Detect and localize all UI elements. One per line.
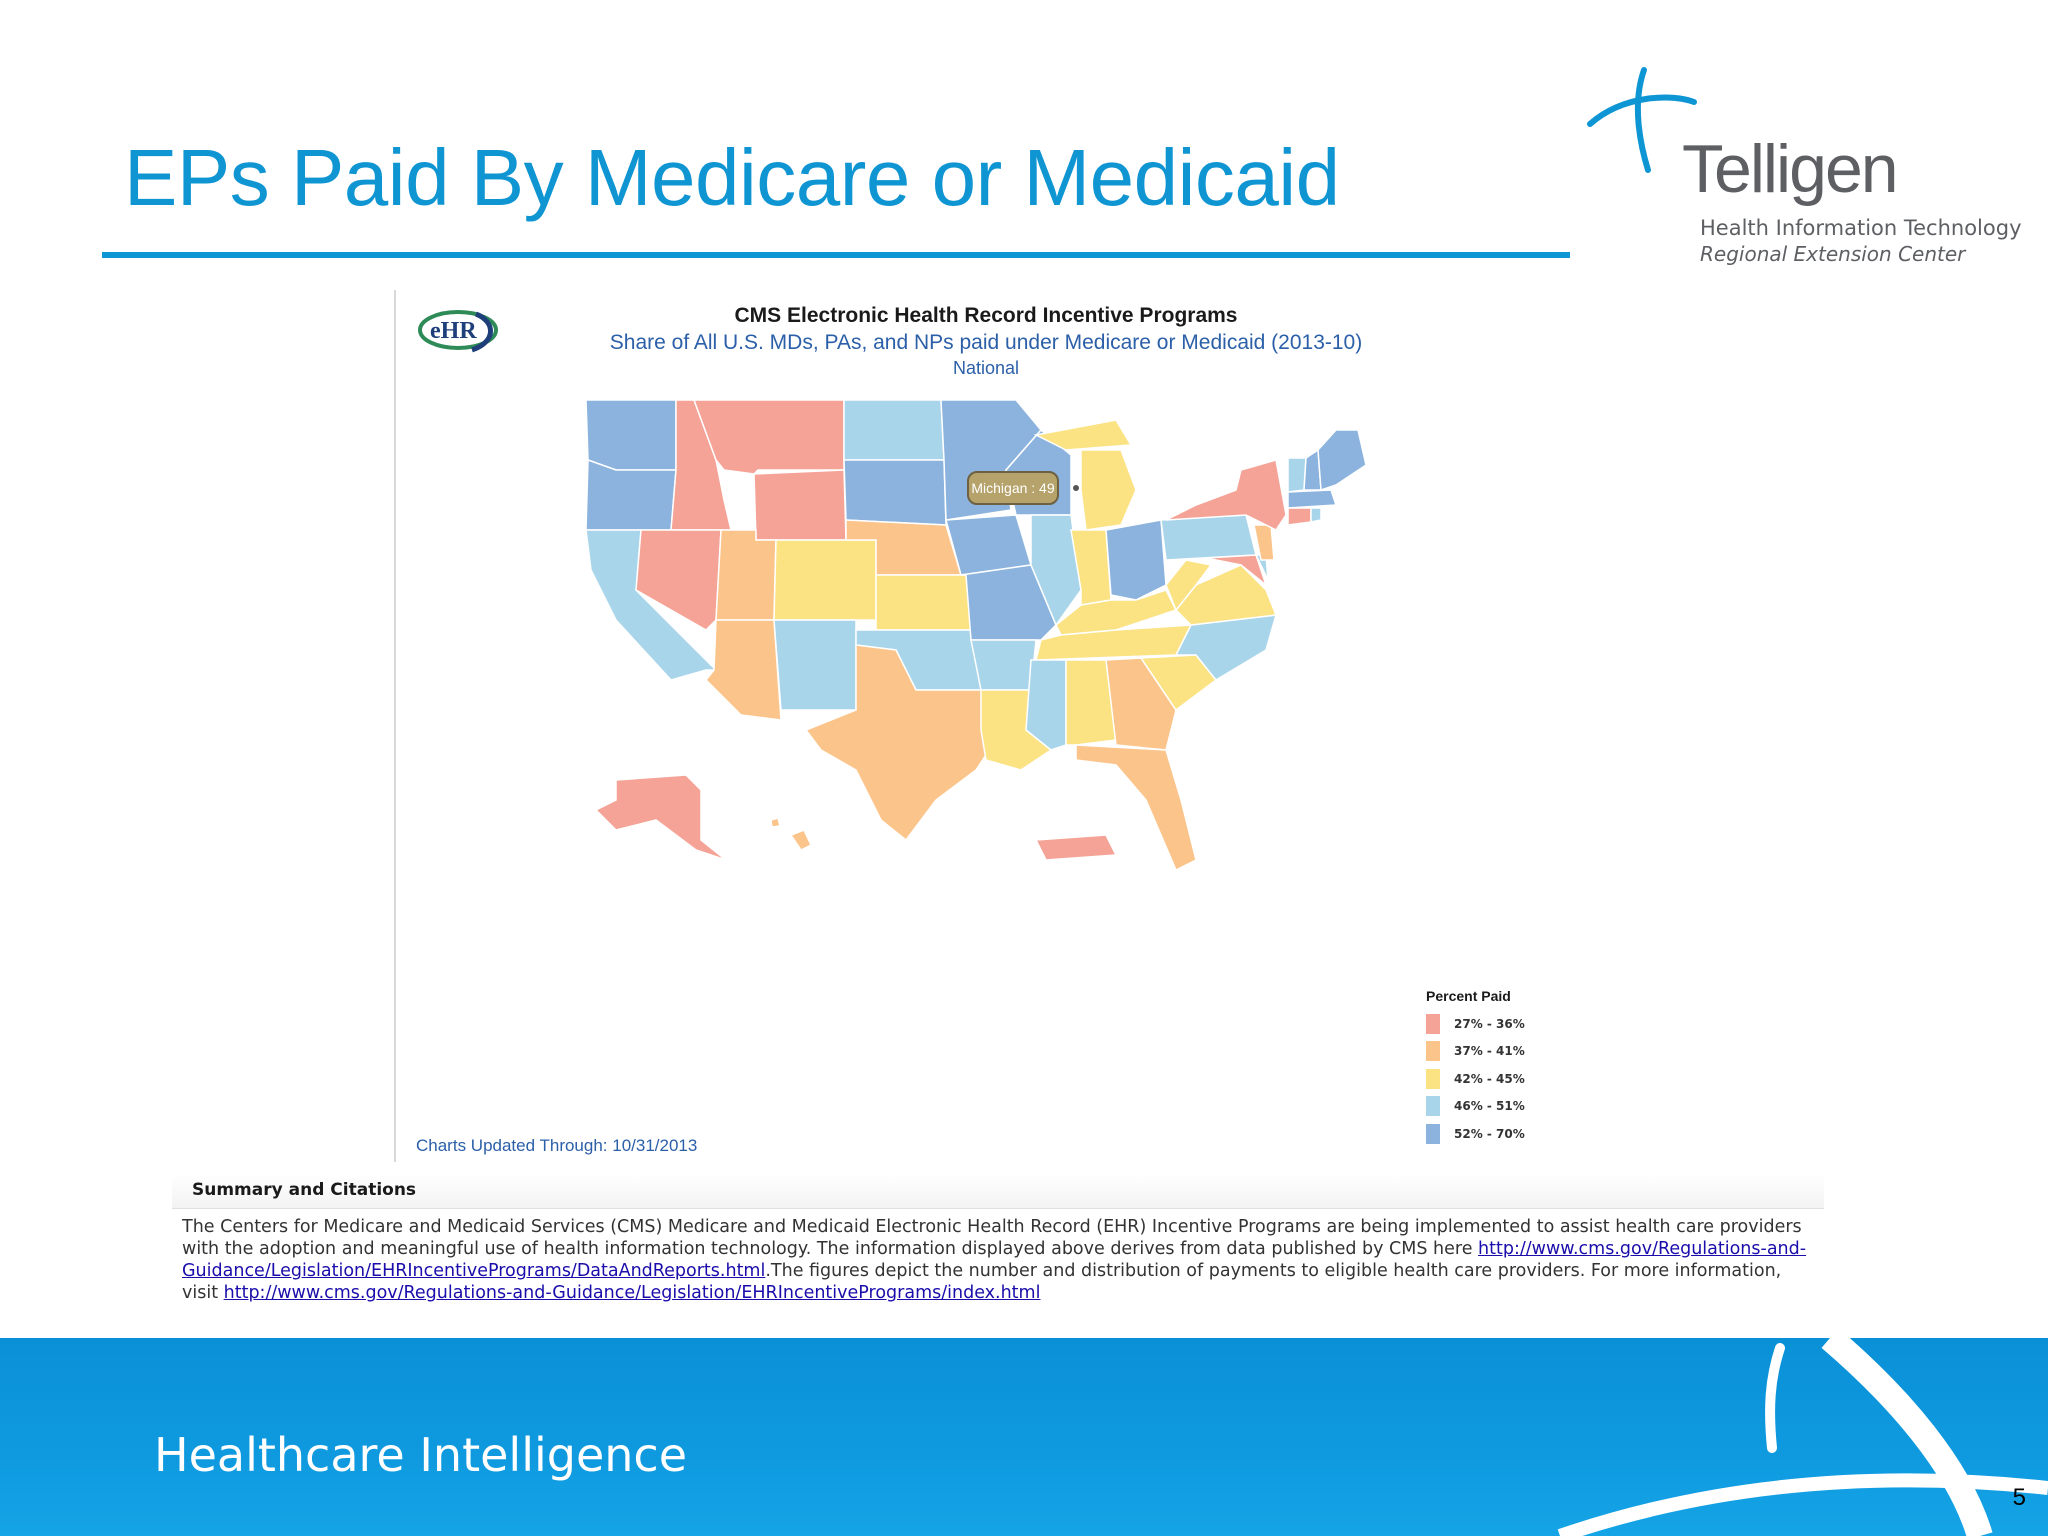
state-arizona[interactable] [704,619,782,721]
state-florida[interactable] [1075,744,1197,872]
footer-tagline: Healthcare Intelligence [154,1428,687,1482]
state-south-dakota[interactable] [843,459,947,526]
legend-item[interactable]: 46% - 51% [1426,1093,1586,1121]
summary-text-2: .The figures depict the number and distr… [182,1261,1782,1303]
logo-tagline-1: Health Information Technology [1700,216,2022,240]
state-pennsylvania[interactable] [1160,514,1257,561]
chart-title: CMS Electronic Health Record Incentive P… [734,304,1238,327]
legend-item[interactable]: 42% - 45% [1426,1065,1586,1093]
state-connecticut[interactable] [1287,507,1312,526]
state-illinois[interactable] [1030,514,1082,627]
state-rhode-island[interactable] [1310,507,1322,523]
state-georgia[interactable] [1105,657,1177,751]
state-maine[interactable] [1317,429,1367,492]
summary-text-1: The Centers for Medicare and Medicaid Se… [182,1217,1802,1259]
legend-swatch [1426,1013,1440,1034]
data-reports-link[interactable]: http://www.cms.gov/Regulations-and-Guida… [182,1239,1807,1281]
legend-swatch [1426,1123,1440,1144]
charts-updated-note: Charts Updated Through: 10/31/2013 [416,1136,698,1155]
state-colorado[interactable] [773,539,877,621]
state-massachusetts[interactable] [1287,489,1338,509]
state-washington[interactable] [585,399,677,471]
state-alabama[interactable] [1065,659,1117,746]
state-wyoming[interactable] [753,469,847,541]
state-michigan-up[interactable] [1033,419,1133,451]
state-oregon[interactable] [585,458,677,531]
state-arkansas[interactable] [970,639,1037,691]
legend-swatch [1426,1068,1440,1089]
summary-body: The Centers for Medicare and Medicaid Se… [182,1216,1822,1304]
page-number: 5 [2012,1484,2026,1511]
state-west-virginia[interactable] [1165,559,1213,612]
slide-title: EPs Paid By Medicare or Medicaid [124,133,1340,222]
ehr-programs-link[interactable]: http://www.cms.gov/Regulations-and-Guida… [223,1283,1041,1303]
legend-label: 37% - 41% [1454,1044,1525,1059]
legend-label: 52% - 70% [1454,1126,1525,1141]
state-texas[interactable] [804,644,997,842]
michigan-tooltip: Michigan : 49 [967,471,1079,505]
chart-scope: National [952,358,1020,378]
logo-tagline-2: Regional Extension Center [1700,242,1966,266]
map-legend: Percent Paid 27% - 36% 37% - 41% 42% - 4… [1426,988,1586,1148]
state-nevada[interactable] [635,529,722,631]
legend-swatch [1426,1041,1440,1062]
state-hawaii-small[interactable] [770,817,781,828]
state-vermont[interactable] [1287,457,1307,493]
legend-swatch [1426,1096,1440,1117]
state-hawaii[interactable] [789,829,812,851]
state-new-mexico[interactable] [773,619,857,711]
chart-subtitle: Share of All U.S. MDs, PAs, and NPs paid… [609,331,1363,354]
telligen-logo: Telligen Health Information Technology R… [1584,64,2024,274]
ehr-logo-text: eHR [430,318,477,344]
legend-label: 27% - 36% [1454,1016,1525,1031]
summary-section: Summary and Citations The Centers for Me… [172,1174,1824,1334]
state-ohio[interactable] [1105,519,1167,601]
footer-swoosh-icon [1557,1338,2048,1536]
state-mississippi[interactable] [1025,659,1067,751]
state-new-york[interactable] [1165,459,1287,531]
legend-item[interactable]: 27% - 36% [1426,1010,1586,1038]
chart-panel: eHR CMS Electronic Health Record Incenti… [394,290,1586,1162]
logo-wordmark: Telligen [1682,131,1899,207]
us-choropleth-map[interactable]: Michigan : 49 [576,390,1576,990]
telligen-swoosh-icon [1587,67,1697,173]
legend-item[interactable]: 52% - 70% [1426,1120,1586,1148]
legend-label: 42% - 45% [1454,1071,1525,1086]
state-kansas[interactable] [875,574,972,631]
summary-title: Summary and Citations [192,1180,417,1200]
state-alaska[interactable] [594,774,727,861]
state-utah[interactable] [715,529,777,621]
tooltip-text: Michigan : 49 [971,480,1054,496]
state-north-dakota[interactable] [843,399,945,461]
footer-banner: Healthcare Intelligence 5 [0,1338,2048,1536]
legend-item[interactable]: 37% - 41% [1426,1038,1586,1066]
summary-header: Summary and Citations [172,1174,1824,1209]
ehr-logo: eHR [416,304,506,354]
state-michigan[interactable] [1080,449,1137,531]
legend-title: Percent Paid [1426,988,1511,1004]
state-maryland[interactable] [1205,554,1268,588]
territory-puerto-rico[interactable] [1034,834,1118,861]
legend-label: 46% - 51% [1454,1099,1525,1114]
title-underline [102,252,1570,258]
state-iowa[interactable] [945,514,1032,576]
